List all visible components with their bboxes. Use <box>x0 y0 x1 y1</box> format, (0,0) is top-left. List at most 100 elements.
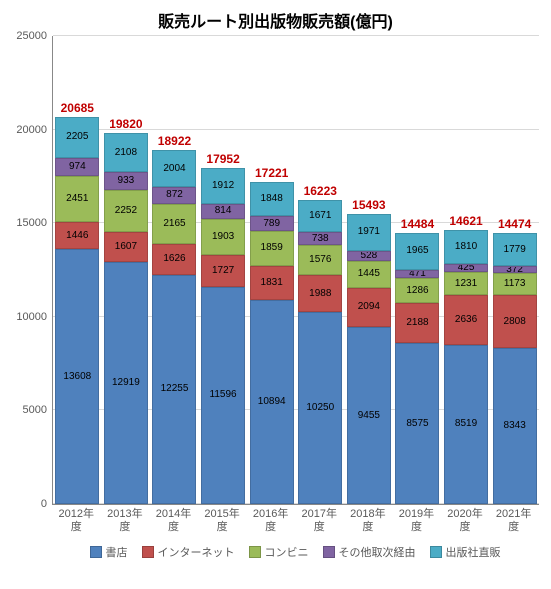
bar-segment: 1859 <box>250 231 294 266</box>
x-label: 2021年度 <box>492 508 536 534</box>
bar-segment: 8519 <box>444 345 488 504</box>
bar-segment: 814 <box>201 204 245 219</box>
bar-segment: 12255 <box>152 275 196 504</box>
bar-segment: 1831 <box>250 266 294 300</box>
bar-segment: 372 <box>493 266 537 273</box>
legend-item: インターネット <box>142 544 235 560</box>
legend-swatch <box>90 546 102 558</box>
bar-segment: 1231 <box>444 272 488 295</box>
total-label: 14484 <box>401 217 434 233</box>
ytick-label: 25000 <box>16 30 53 42</box>
bar-segment: 1965 <box>395 233 439 270</box>
x-axis-labels: 2012年度2013年度2014年度2015年度2016年度2017年度2018… <box>52 508 538 534</box>
bar-segment: 425 <box>444 264 488 272</box>
legend-swatch <box>142 546 154 558</box>
bar-segment: 1446 <box>55 222 99 249</box>
bar-segment: 10250 <box>298 312 342 504</box>
bar-segment: 1576 <box>298 245 342 275</box>
bar-segment: 471 <box>395 270 439 279</box>
bar-group: 1089418311859789184817221 <box>250 182 294 504</box>
bar-segment: 13608 <box>55 249 99 504</box>
bar-segment: 11596 <box>201 287 245 504</box>
bar-segment: 1779 <box>493 233 537 266</box>
bar-segment: 1626 <box>152 244 196 274</box>
bar-segment: 2188 <box>395 303 439 344</box>
bar-segment: 1607 <box>104 232 148 262</box>
bar-group: 945520941445528197115493 <box>347 214 391 504</box>
bar-segment: 1810 <box>444 230 488 264</box>
legend-item: 書店 <box>90 544 128 560</box>
x-label: 2018年度 <box>346 508 390 534</box>
bar-segment: 872 <box>152 187 196 203</box>
legend-label: コンビニ <box>265 544 309 560</box>
total-label: 14621 <box>449 214 482 230</box>
bar-segment: 933 <box>104 172 148 189</box>
bar-segment: 2108 <box>104 133 148 172</box>
bar-segment: 1727 <box>201 255 245 287</box>
legend-swatch <box>249 546 261 558</box>
bar-group: 834328081173372177914474 <box>493 233 537 504</box>
bar-group: 1025019881576738167116223 <box>298 200 342 504</box>
legend-item: コンビニ <box>249 544 309 560</box>
legend-label: その他取次経由 <box>339 544 416 560</box>
bar-group: 1291916072252933210819820 <box>104 133 148 504</box>
bar-segment: 1671 <box>298 200 342 231</box>
bar-segment: 12919 <box>104 262 148 504</box>
legend-label: 書店 <box>106 544 128 560</box>
bar-group: 857521881286471196514484 <box>395 233 439 504</box>
chart-container: 販売ルート別出版物販売額(億円) 05000100001500020000250… <box>0 0 551 589</box>
bar-segment: 1173 <box>493 273 537 295</box>
legend-label: インターネット <box>158 544 235 560</box>
bar-segment: 2094 <box>347 288 391 327</box>
x-label: 2013年度 <box>103 508 147 534</box>
x-label: 2014年度 <box>151 508 195 534</box>
x-label: 2015年度 <box>200 508 244 534</box>
bar-group: 1159617271903814191217952 <box>201 168 245 504</box>
bar-segment: 738 <box>298 232 342 246</box>
bar-segment: 2451 <box>55 176 99 222</box>
bar-group: 1225516262165872200418922 <box>152 150 196 504</box>
ytick-label: 20000 <box>16 124 53 136</box>
bar-segment: 1971 <box>347 214 391 251</box>
bar-segment: 9455 <box>347 327 391 504</box>
total-label: 17221 <box>255 166 288 182</box>
bar-segment: 2808 <box>493 295 537 348</box>
bar-segment: 10894 <box>250 300 294 504</box>
bar-segment: 2252 <box>104 190 148 232</box>
bar-segment: 528 <box>347 251 391 261</box>
total-label: 17952 <box>206 152 239 168</box>
bar-segment: 1912 <box>201 168 245 204</box>
bars-row: 1360814462451974220520685129191607225293… <box>53 36 539 504</box>
bar-segment: 789 <box>250 216 294 231</box>
total-label: 16223 <box>304 184 337 200</box>
bar-group: 1360814462451974220520685 <box>55 117 99 504</box>
bar-group: 851926361231425181014621 <box>444 230 488 504</box>
x-label: 2017年度 <box>297 508 341 534</box>
bar-segment: 974 <box>55 158 99 176</box>
ytick-label: 5000 <box>23 404 53 416</box>
bar-segment: 1848 <box>250 182 294 217</box>
total-label: 14474 <box>498 217 531 233</box>
ytick-label: 10000 <box>16 311 53 323</box>
total-label: 15493 <box>352 198 385 214</box>
legend: 書店 インターネット コンビニ その他取次経由 出版社直販 <box>52 544 538 560</box>
bar-segment: 2004 <box>152 150 196 188</box>
x-label: 2012年度 <box>54 508 98 534</box>
total-label: 18922 <box>158 134 191 150</box>
x-label: 2020年度 <box>443 508 487 534</box>
legend-swatch <box>430 546 442 558</box>
bar-segment: 1286 <box>395 278 439 302</box>
bar-segment: 8575 <box>395 343 439 504</box>
legend-label: 出版社直販 <box>446 544 501 560</box>
bar-segment: 1903 <box>201 219 245 255</box>
chart-title: 販売ルート別出版物販売額(億円) <box>0 0 551 32</box>
bar-segment: 2636 <box>444 295 488 344</box>
total-label: 20685 <box>61 101 94 117</box>
legend-item: 出版社直販 <box>430 544 501 560</box>
x-label: 2016年度 <box>249 508 293 534</box>
plot-area: 0500010000150002000025000136081446245197… <box>52 36 539 505</box>
bar-segment: 1988 <box>298 275 342 312</box>
x-label: 2019年度 <box>394 508 438 534</box>
legend-swatch <box>323 546 335 558</box>
legend-item: その他取次経由 <box>323 544 416 560</box>
